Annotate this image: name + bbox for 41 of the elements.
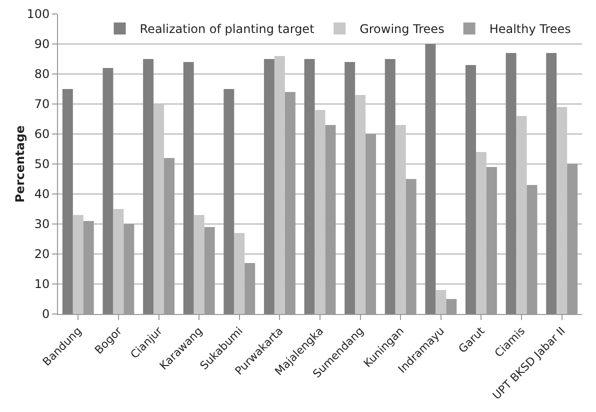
legend-label: Healthy Trees [489,22,571,36]
bar [154,104,164,314]
bar [143,59,154,314]
bar [355,95,366,314]
y-tick-label: 90 [34,37,50,52]
bar [183,62,194,314]
bar [476,152,486,314]
bar [274,56,285,314]
bar [224,89,234,314]
bar [113,209,124,314]
y-axis-title: Percentage [13,125,27,203]
bar [384,59,396,314]
bar [194,215,204,314]
bar [556,107,568,314]
y-tick-label: 50 [34,157,50,172]
bar [466,65,476,314]
bar [546,53,557,314]
bar [344,62,356,314]
y-tick-label: 20 [34,247,50,262]
y-tick-label: 10 [34,277,50,292]
bar [102,68,114,314]
y-tick-label: 40 [34,187,50,202]
y-tick-label: 60 [34,127,50,142]
bar [264,59,274,314]
bar [506,53,516,314]
y-tick-label: 80 [34,67,50,82]
bar [72,215,84,314]
bar [234,233,245,314]
legend-label: Realization of planting target [140,22,315,36]
bar [314,110,326,314]
y-tick-label: 30 [34,217,50,232]
bar [62,89,73,314]
bar [516,116,527,314]
bar [436,290,446,314]
legend-label: Growing Trees [360,22,444,36]
y-tick-label: 70 [34,97,50,112]
y-tick-label: 100 [26,7,50,22]
bar [304,59,315,314]
bar [395,125,406,314]
y-tick-label: 0 [42,307,50,322]
bar [425,44,436,314]
